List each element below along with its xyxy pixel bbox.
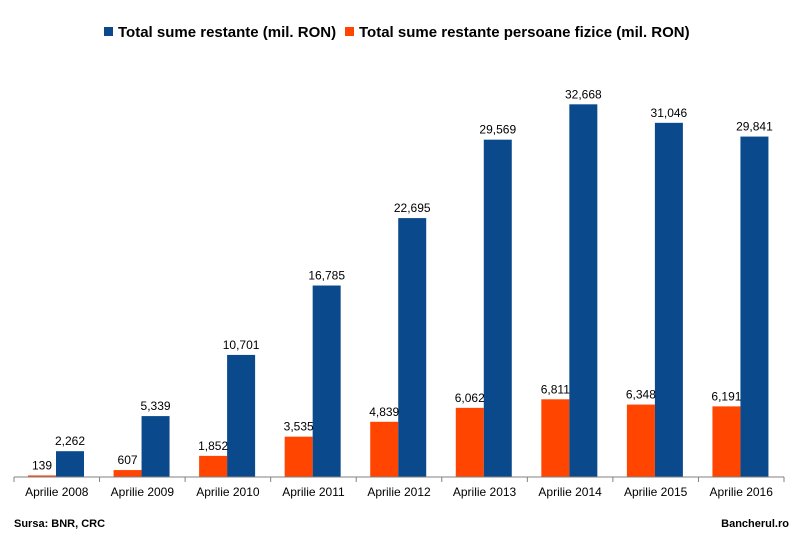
bar-total-0 — [56, 451, 84, 477]
bar-total-2 — [227, 354, 256, 477]
legend-swatch-1 — [345, 27, 354, 36]
bar-persoane-fizice-8 — [712, 406, 741, 477]
x-tick-label: Aprilie 2008 — [25, 485, 89, 499]
x-tick-label: Aprilie 2014 — [538, 485, 602, 499]
data-label-total-6: 32,668 — [565, 87, 602, 101]
data-label-total-1: 5,339 — [141, 399, 171, 413]
bar-total-5 — [483, 139, 512, 478]
bar-total-7 — [654, 122, 683, 477]
bar-total-1 — [141, 416, 170, 477]
data-label-persoane-fizice-6: 6,811 — [541, 382, 570, 396]
bars-group — [28, 104, 769, 478]
legend-label-0: Total sume restante (mil. RON) — [118, 24, 336, 41]
bar-persoane-fizice-0 — [28, 475, 56, 477]
bar-persoane-fizice-2 — [199, 455, 228, 477]
data-label-total-8: 29,841 — [736, 120, 773, 134]
bar-persoane-fizice-3 — [284, 436, 313, 477]
data-label-persoane-fizice-1: 607 — [118, 453, 138, 467]
data-label-persoane-fizice-7: 6,348 — [626, 388, 656, 402]
bar-persoane-fizice-1 — [113, 470, 142, 477]
legend-label-1: Total sume restante persoane fizice (mil… — [359, 24, 690, 41]
data-label-persoane-fizice-8: 6,191 — [711, 389, 741, 403]
data-label-persoane-fizice-3: 3,535 — [284, 420, 314, 434]
bar-persoane-fizice-6 — [541, 399, 570, 477]
brand-label: Bancherul.ro — [721, 518, 789, 530]
data-label-total-2: 10,701 — [223, 338, 260, 352]
data-label-total-5: 29,569 — [479, 123, 516, 137]
bar-persoane-fizice-7 — [626, 404, 655, 477]
data-label-persoane-fizice-5: 6,062 — [455, 391, 485, 405]
legend-swatch-0 — [104, 27, 113, 36]
x-tick-label: Aprilie 2013 — [453, 485, 517, 499]
x-axis: Aprilie 2008 Aprilie 2009 Aprilie 2010 Apri… — [13, 476, 785, 499]
bar-persoane-fizice-4 — [370, 421, 399, 477]
bar-total-6 — [569, 104, 598, 477]
data-label-total-3: 16,785 — [308, 269, 345, 283]
x-tick-label: Aprilie 2010 — [196, 485, 260, 499]
x-tick-label: Aprilie 2011 — [282, 485, 345, 499]
source-note: Sursa: BNR, CRC — [14, 518, 106, 530]
data-label-persoane-fizice-2: 1,852 — [198, 439, 228, 453]
data-label-total-0: 2,262 — [55, 434, 85, 448]
bar-total-3 — [312, 285, 341, 477]
data-label-persoane-fizice-4: 4,839 — [369, 405, 399, 419]
x-tick-label: Aprilie 2009 — [111, 485, 175, 499]
x-tick-label: Aprilie 2012 — [367, 485, 431, 499]
x-tick-label: Aprilie 2015 — [624, 485, 688, 499]
bar-total-4 — [398, 218, 427, 477]
data-label-persoane-fizice-0: 139 — [32, 458, 52, 472]
x-tick-label: Aprilie 2016 — [710, 485, 774, 499]
data-label-total-4: 22,695 — [394, 201, 431, 215]
data-label-total-7: 31,046 — [651, 106, 688, 120]
legend: Total sume restante (mil. RON) Total sume… — [104, 24, 690, 41]
bar-total-8 — [740, 136, 769, 477]
bar-persoane-fizice-5 — [455, 407, 484, 477]
